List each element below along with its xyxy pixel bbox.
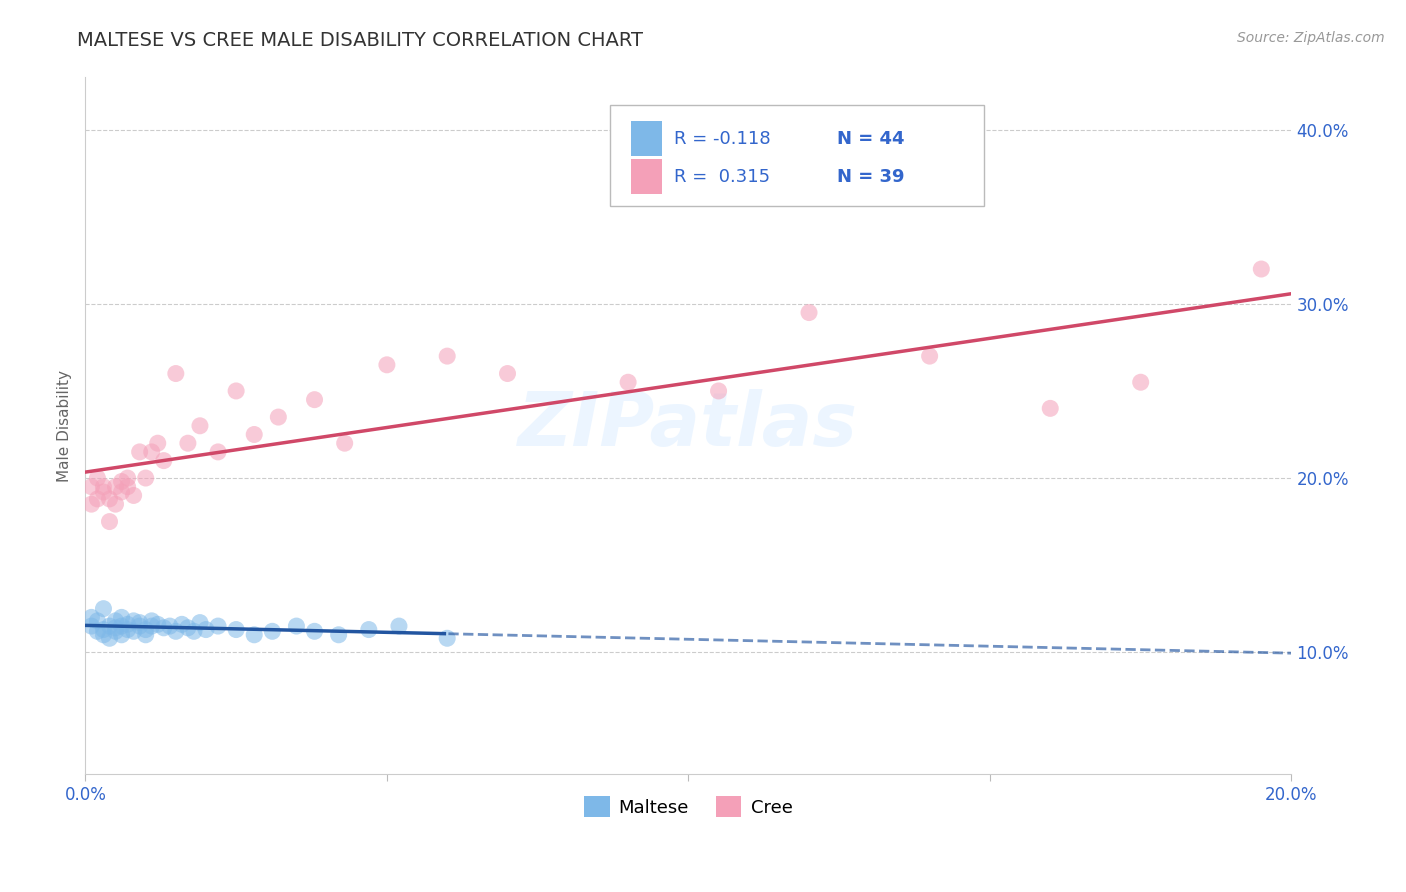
Point [86, 624, 108, 639]
Point [1039, 401, 1062, 416]
Point [285, 619, 308, 633]
Point [707, 384, 730, 398]
Point [86, 491, 108, 506]
Point [122, 488, 145, 502]
Point [98, 619, 121, 633]
Point [304, 392, 326, 407]
Point [104, 624, 127, 639]
Point [80, 619, 103, 633]
Point [304, 624, 326, 639]
Point [165, 624, 187, 639]
Point [135, 471, 157, 485]
Bar [630, 159, 662, 194]
Text: Source: ZipAtlas.com: Source: ZipAtlas.com [1237, 31, 1385, 45]
Point [207, 445, 229, 459]
Point [146, 617, 169, 632]
Point [436, 632, 458, 646]
Point [357, 623, 380, 637]
Point [207, 619, 229, 633]
Point [225, 623, 247, 637]
Point [93, 480, 115, 494]
Point [152, 453, 174, 467]
Point [262, 624, 284, 639]
Point [110, 619, 132, 633]
Point [110, 610, 132, 624]
Point [267, 410, 290, 425]
Text: ZIPatlas: ZIPatlas [519, 389, 859, 462]
Point [1129, 376, 1152, 390]
Point [104, 614, 127, 628]
Text: N = 39: N = 39 [837, 168, 904, 186]
Point [159, 619, 181, 633]
Point [104, 621, 127, 635]
Point [328, 628, 350, 642]
Point [110, 628, 132, 642]
Point [436, 349, 458, 363]
Point [128, 619, 150, 633]
Text: N = 44: N = 44 [837, 130, 904, 148]
Point [243, 427, 266, 442]
Point [188, 418, 211, 433]
Point [93, 601, 115, 615]
Point [104, 480, 127, 494]
Point [183, 624, 205, 639]
Point [135, 623, 157, 637]
Point [93, 485, 115, 500]
Point [80, 497, 103, 511]
Point [141, 445, 163, 459]
Legend: Maltese, Cree: Maltese, Cree [578, 789, 800, 824]
Point [388, 619, 411, 633]
Point [80, 480, 103, 494]
Point [225, 384, 247, 398]
Point [243, 628, 266, 642]
Point [797, 305, 820, 319]
Point [93, 623, 115, 637]
FancyBboxPatch shape [610, 105, 984, 206]
Point [98, 491, 121, 506]
Point [195, 623, 218, 637]
Point [617, 376, 640, 390]
Point [117, 480, 139, 494]
Point [170, 617, 193, 632]
Point [93, 628, 115, 642]
Point [98, 632, 121, 646]
Point [152, 621, 174, 635]
Point [117, 617, 139, 632]
Point [141, 619, 163, 633]
Y-axis label: Male Disability: Male Disability [58, 370, 72, 482]
Point [128, 445, 150, 459]
Point [98, 515, 121, 529]
Point [86, 614, 108, 628]
Point [122, 624, 145, 639]
Text: R = -0.118: R = -0.118 [673, 130, 770, 148]
Point [146, 436, 169, 450]
Point [1250, 262, 1272, 277]
Point [80, 610, 103, 624]
Point [188, 615, 211, 630]
Point [110, 475, 132, 489]
Point [375, 358, 398, 372]
Point [141, 614, 163, 628]
Point [165, 367, 187, 381]
Point [135, 628, 157, 642]
Point [104, 497, 127, 511]
Point [117, 471, 139, 485]
Point [918, 349, 941, 363]
Point [177, 436, 200, 450]
Point [333, 436, 356, 450]
Point [496, 367, 519, 381]
Point [86, 471, 108, 485]
Point [128, 615, 150, 630]
Bar [630, 121, 662, 156]
Point [110, 485, 132, 500]
Text: R =  0.315: R = 0.315 [673, 168, 770, 186]
Point [177, 621, 200, 635]
Point [117, 623, 139, 637]
Text: MALTESE VS CREE MALE DISABILITY CORRELATION CHART: MALTESE VS CREE MALE DISABILITY CORRELAT… [77, 31, 644, 50]
Point [122, 614, 145, 628]
